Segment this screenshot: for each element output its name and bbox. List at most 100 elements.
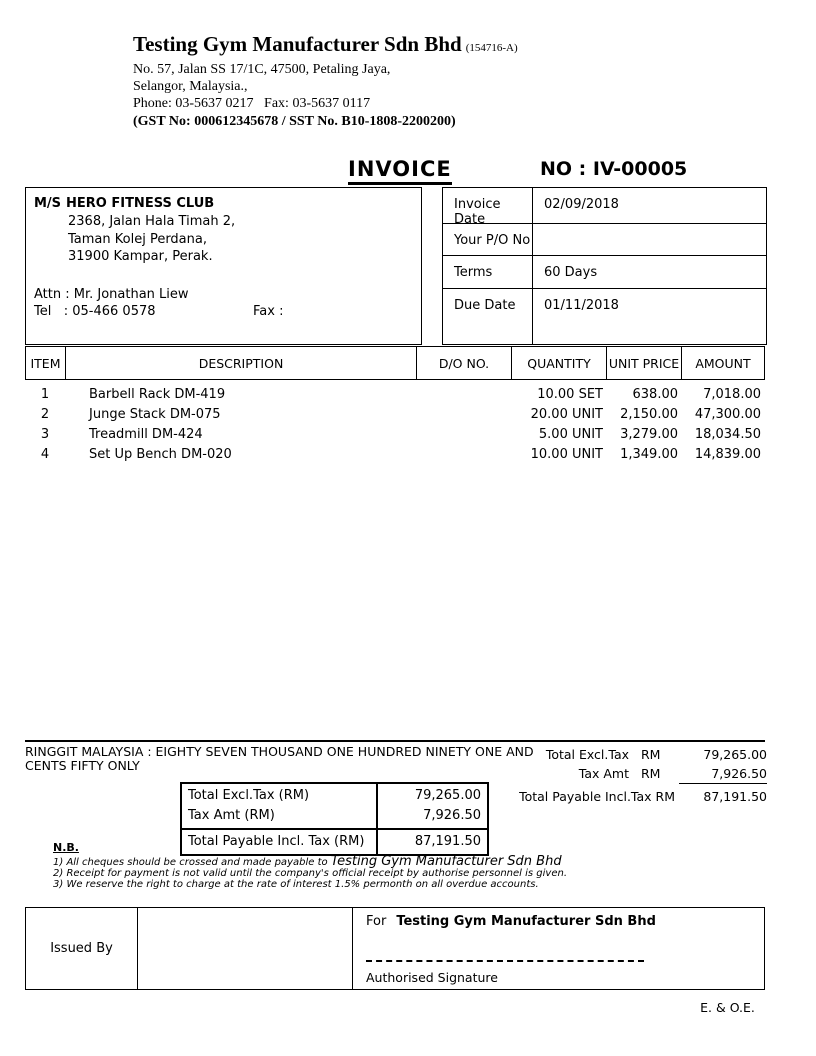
summary-label: Total Excl.Tax bbox=[545, 747, 629, 762]
detail-label: Due Date bbox=[443, 289, 533, 344]
eoe-label: E. & O.E. bbox=[700, 1000, 755, 1015]
customer-box: M/S HERO FITNESS CLUB 2368, Jalan Hala T… bbox=[25, 187, 422, 345]
detail-value: 02/09/2018 bbox=[544, 197, 619, 212]
item-amount: 14,839.00 bbox=[694, 447, 761, 462]
item-no: 3 bbox=[40, 427, 50, 442]
note-1-company: Testing Gym Manufacturer Sdn Bhd bbox=[330, 854, 562, 869]
item-unit-price: 638.00 bbox=[632, 387, 679, 402]
detail-value: 60 Days bbox=[544, 265, 598, 280]
detail-label: Invoice Date bbox=[443, 188, 533, 227]
note-1-text: 1) All cheques should be crossed and mad… bbox=[53, 857, 331, 868]
header-item: ITEM bbox=[26, 347, 66, 379]
note-1: 1) All cheques should be crossed and mad… bbox=[53, 854, 567, 869]
summary-currency: RM bbox=[641, 747, 661, 762]
summary-row-tax-amt: Tax Amt RM 7,926.50 bbox=[505, 766, 767, 785]
detail-row-due-date: Due Date 01/11/2018 bbox=[443, 289, 766, 344]
customer-address3: 31900 Kampar, Perak. bbox=[68, 249, 213, 264]
note-3: 3) We reserve the right to charge at the… bbox=[53, 879, 539, 890]
item-description: Junge Stack DM-075 bbox=[89, 407, 221, 422]
summary-table: Total Excl.Tax (RM) Tax Amt (RM) 79,265.… bbox=[180, 782, 489, 856]
company-name: Testing Gym Manufacturer Sdn Bhd (154716-… bbox=[133, 31, 518, 61]
summary-table-value: 87,191.50 bbox=[378, 830, 487, 854]
summary-row-excl-tax: Total Excl.Tax RM 79,265.00 bbox=[505, 747, 767, 766]
notes-section: N.B. 1) All cheques should be crossed an… bbox=[53, 841, 567, 890]
signature-box: Issued By For Testing Gym Manufacturer Sd… bbox=[25, 907, 765, 990]
customer-attn: Attn : Mr. Jonathan Liew bbox=[34, 287, 189, 302]
detail-label: Terms bbox=[443, 256, 533, 288]
signature-dashed-line bbox=[366, 960, 644, 962]
detail-value bbox=[533, 224, 766, 255]
summary-table-label: Tax Amt (RM) bbox=[188, 808, 275, 823]
detail-label: Your P/O No bbox=[443, 224, 533, 255]
item-quantity: 10.00 SET bbox=[537, 387, 603, 402]
issued-by-cell: Issued By bbox=[26, 908, 138, 989]
summary-table-value: 79,265.00 bbox=[414, 788, 481, 803]
customer-address1: 2368, Jalan Hala Timah 2, bbox=[68, 214, 236, 229]
item-do-no bbox=[417, 385, 512, 405]
table-row: 4 Set Up Bench DM-020 10.00 UNIT 1,349.0… bbox=[25, 445, 765, 465]
for-label: For bbox=[366, 914, 387, 929]
item-description: Barbell Rack DM-419 bbox=[89, 387, 226, 402]
table-row: 1 Barbell Rack DM-419 10.00 SET 638.00 7… bbox=[25, 385, 765, 405]
amount-in-words: RINGGIT MALAYSIA : EIGHTY SEVEN THOUSAND… bbox=[25, 740, 765, 773]
header-description: DESCRIPTION bbox=[66, 347, 417, 379]
summary-label: Total Payable Incl.Tax RM bbox=[519, 789, 675, 804]
summary-label: Tax Amt bbox=[578, 766, 629, 781]
header-do-no: D/O NO. bbox=[417, 347, 512, 379]
summary-table-label: Total Excl.Tax (RM) bbox=[188, 788, 310, 803]
customer-fax: Fax : bbox=[253, 304, 284, 319]
header-quantity: QUANTITY bbox=[512, 347, 607, 379]
summary-table-label-text: Total Payable Incl. Tax (RM) bbox=[188, 834, 365, 849]
invoice-title: INVOICE bbox=[348, 157, 452, 185]
item-amount: 7,018.00 bbox=[703, 387, 761, 402]
table-row: 2 Junge Stack DM-075 20.00 UNIT 2,150.00… bbox=[25, 405, 765, 425]
items-table-body: 1 Barbell Rack DM-419 10.00 SET 638.00 7… bbox=[25, 385, 765, 465]
item-quantity: 5.00 UNIT bbox=[538, 427, 603, 442]
item-do-no bbox=[417, 445, 512, 465]
issued-by-signature-area bbox=[138, 908, 353, 989]
item-quantity: 20.00 UNIT bbox=[530, 407, 603, 422]
detail-row-invoice-date: Invoice Date 02/09/2018 bbox=[443, 188, 766, 227]
header-amount: AMOUNT bbox=[695, 355, 751, 371]
summary-value: 79,265.00 bbox=[703, 747, 767, 762]
company-header: Testing Gym Manufacturer Sdn Bhd (154716-… bbox=[133, 31, 518, 130]
invoice-number: NO : IV-00005 bbox=[540, 158, 688, 180]
table-row: 3 Treadmill DM-424 5.00 UNIT 3,279.00 18… bbox=[25, 425, 765, 445]
detail-value: 01/11/2018 bbox=[544, 298, 619, 313]
company-address-line1: No. 57, Jalan SS 17/1C, 47500, Petaling … bbox=[133, 62, 391, 77]
summary-value: 87,191.50 bbox=[703, 789, 767, 804]
notes-heading: N.B. bbox=[53, 841, 79, 854]
summary-table-label: Total Payable Incl. Tax (RM) bbox=[182, 830, 378, 854]
item-unit-price: 1,349.00 bbox=[620, 447, 678, 462]
item-do-no bbox=[417, 425, 512, 445]
customer-name: HERO FITNESS CLUB bbox=[66, 196, 215, 211]
company-name-text: Testing Gym Manufacturer Sdn Bhd bbox=[133, 32, 462, 56]
item-unit-price: 3,279.00 bbox=[620, 427, 678, 442]
summary-table-values: 79,265.00 7,926.50 bbox=[378, 784, 487, 828]
company-tax-line: (GST No: 000612345678 / SST No. B10-1808… bbox=[133, 114, 456, 129]
summary-table-bottom: Total Payable Incl. Tax (RM) 87,191.50 bbox=[182, 828, 487, 854]
company-address-line2: Selangor, Malaysia., bbox=[133, 79, 248, 94]
item-description: Treadmill DM-424 bbox=[89, 427, 203, 442]
item-no: 2 bbox=[40, 407, 50, 422]
item-do-no bbox=[417, 405, 512, 425]
items-table-header: ITEM DESCRIPTION D/O NO. QUANTITY UNIT P… bbox=[25, 346, 765, 380]
customer-tel: Tel : 05-466 0578 bbox=[34, 304, 156, 319]
item-no: 4 bbox=[40, 447, 50, 462]
authorised-signature-cell: For Testing Gym Manufacturer Sdn Bhd Auth… bbox=[353, 908, 764, 989]
amount-in-words-line2: CENTS FIFTY ONLY bbox=[25, 758, 140, 773]
summary-table-value: 7,926.50 bbox=[423, 808, 481, 823]
company-reg-no: (154716-A) bbox=[465, 42, 518, 54]
summary-table-top: Total Excl.Tax (RM) Tax Amt (RM) 79,265.… bbox=[182, 784, 487, 828]
summary-table-value-text: 87,191.50 bbox=[414, 834, 481, 849]
detail-row-po-no: Your P/O No bbox=[443, 224, 766, 256]
item-unit-price: 2,150.00 bbox=[620, 407, 678, 422]
ms-label: M/S bbox=[34, 196, 62, 211]
item-no: 1 bbox=[40, 387, 50, 402]
item-amount: 47,300.00 bbox=[694, 407, 761, 422]
authorised-signature-label: Authorised Signature bbox=[366, 970, 498, 985]
company-phone-fax: Phone: 03-5637 0217 Fax: 03-5637 0117 bbox=[133, 96, 371, 111]
note-2: 2) Receipt for payment is not valid unti… bbox=[53, 868, 568, 879]
summary-right: Total Excl.Tax RM 79,265.00 Tax Amt RM 7… bbox=[505, 747, 767, 808]
